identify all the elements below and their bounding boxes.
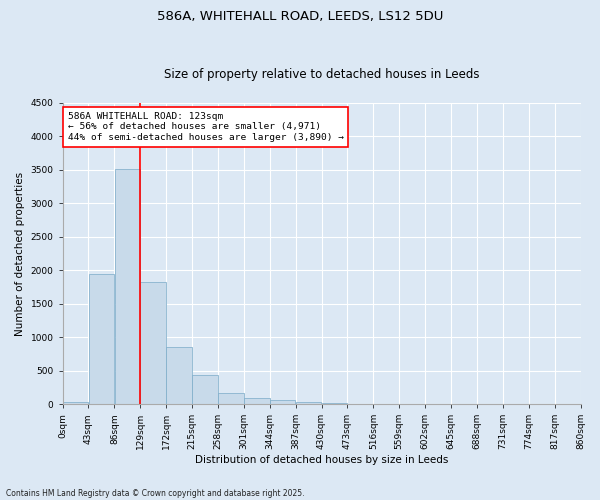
Text: 586A WHITEHALL ROAD: 123sqm
← 56% of detached houses are smaller (4,971)
44% of : 586A WHITEHALL ROAD: 123sqm ← 56% of det… (68, 112, 344, 142)
Bar (192, 376, 218, 404)
Bar (244, 398, 269, 404)
Bar (270, 400, 295, 404)
Text: 586A, WHITEHALL ROAD, LEEDS, LS12 5DU: 586A, WHITEHALL ROAD, LEEDS, LS12 5DU (157, 10, 443, 23)
Bar (63, 402, 88, 404)
Y-axis label: Number of detached properties: Number of detached properties (15, 172, 25, 336)
Title: Size of property relative to detached houses in Leeds: Size of property relative to detached ho… (164, 68, 479, 81)
Bar (115, 168, 140, 404)
Bar (218, 392, 244, 404)
Text: Contains HM Land Registry data © Crown copyright and database right 2025.: Contains HM Land Registry data © Crown c… (6, 488, 305, 498)
Bar (322, 403, 347, 404)
X-axis label: Distribution of detached houses by size in Leeds: Distribution of detached houses by size … (195, 455, 448, 465)
Bar (140, 282, 166, 404)
Bar (166, 346, 192, 404)
Bar (89, 274, 114, 404)
Bar (296, 402, 322, 404)
